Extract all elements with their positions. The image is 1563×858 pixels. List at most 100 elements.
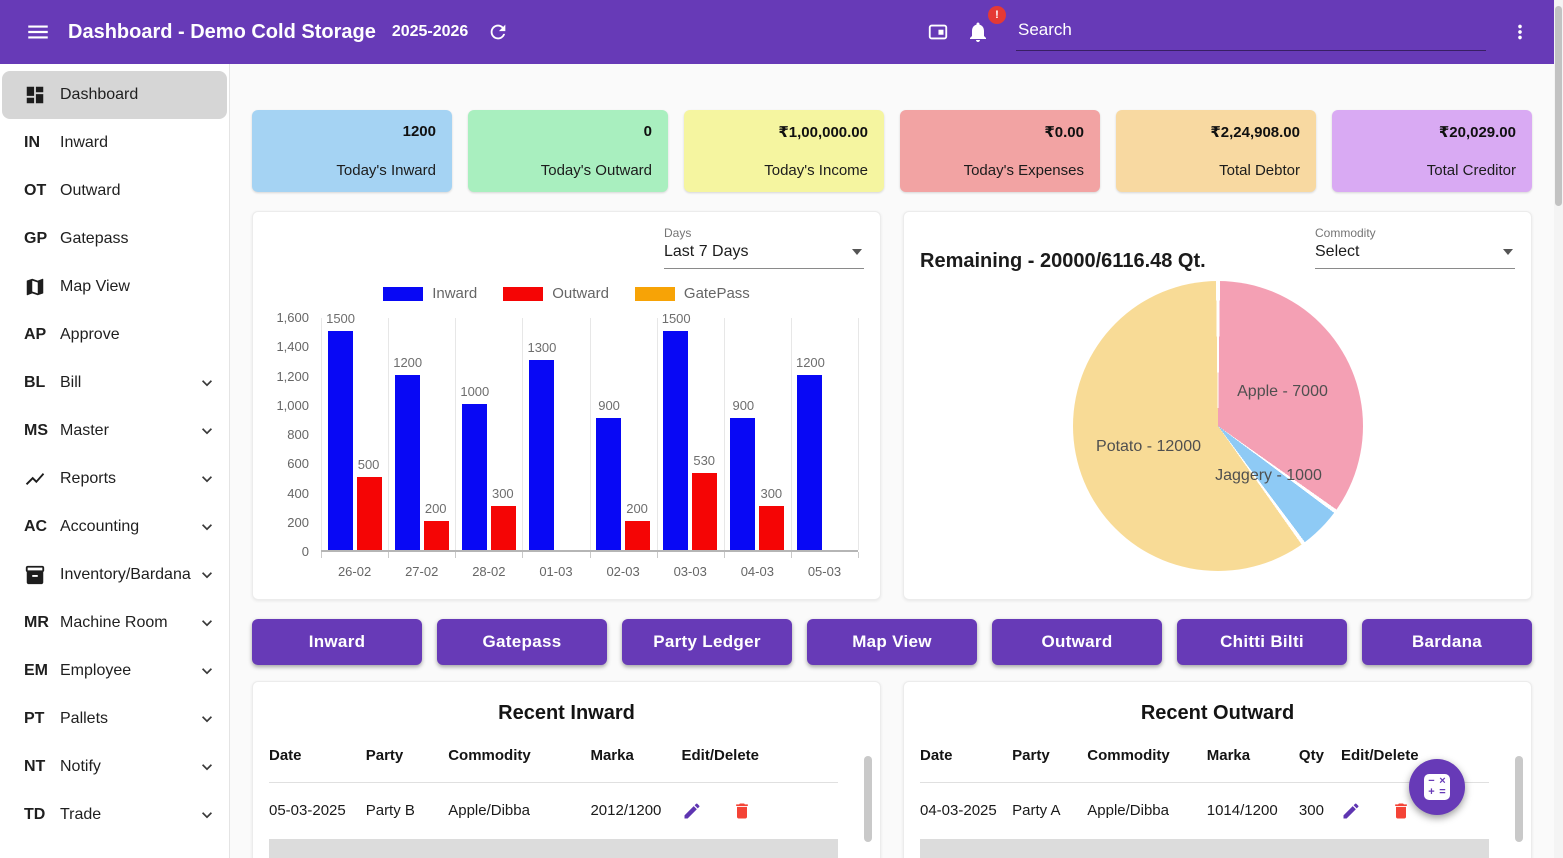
outward-bar: [759, 506, 785, 550]
x-axis-label: 02-03: [606, 564, 640, 579]
column-header: Marka: [590, 731, 682, 783]
app-header: Dashboard - Demo Cold Storage 2025-2026 …: [0, 0, 1554, 64]
calculator-fab[interactable]: − × + =: [1409, 759, 1465, 815]
chevron-down-icon: [197, 517, 217, 537]
recent-inward-panel: Recent Inward Date Party Commodity Marka Edi…: [252, 681, 881, 858]
sidebar-item-map-view[interactable]: Map View: [0, 263, 229, 311]
y-axis-tick: 400: [287, 485, 309, 501]
pie-chart-panel: Remaining - 20000/6116.48 Qt. Commodity …: [903, 211, 1532, 600]
sidebar-item-abbr: EM: [24, 662, 48, 679]
inward-bar: [797, 374, 823, 550]
sidebar-item-dashboard[interactable]: Dashboard: [2, 71, 227, 119]
days-dropdown-label: Days: [664, 226, 692, 240]
column-header: Date: [269, 731, 366, 783]
chevron-down-icon: [1503, 249, 1513, 255]
card-value: 0: [643, 123, 652, 140]
sidebar-item-machine-room[interactable]: MR Machine Room: [0, 599, 229, 647]
column-header: Edit/Delete: [681, 731, 838, 783]
notifications-bell-icon[interactable]: !: [958, 6, 1006, 52]
sidebar-item-abbr: GP: [24, 230, 48, 247]
legend-item-inward[interactable]: Inward: [383, 285, 477, 302]
chevron-down-icon: [197, 373, 217, 393]
sidebar-item-pallets[interactable]: PT Pallets: [0, 695, 229, 743]
refresh-icon[interactable]: [478, 12, 518, 52]
card-value: ₹20,029.00: [1438, 124, 1516, 141]
sidebar-item-employee[interactable]: EM Employee: [0, 647, 229, 695]
sidebar-item-abbr: TD: [24, 806, 46, 823]
commodity-dropdown[interactable]: Commodity Select: [1315, 226, 1515, 269]
gatepass-button[interactable]: Gatepass: [437, 619, 607, 665]
main-content: 1200 Today's Inward 0 Today's Outward ₹1,00,…: [230, 64, 1554, 858]
pie-slice-label: Potato - 12000: [1096, 438, 1201, 455]
sidebar-item-label: Pallets: [60, 710, 109, 727]
sidebar-item-outward[interactable]: OT Outward: [0, 167, 229, 215]
party-ledger-button[interactable]: Party Ledger: [622, 619, 792, 665]
delete-icon[interactable]: [1391, 801, 1411, 821]
bar-chart-legend: Inward Outward GatePass: [269, 285, 864, 302]
sidebar: Dashboard IN Inward OT Outward GP Gatepass Map …: [0, 64, 230, 858]
sidebar-item-label: Map View: [60, 278, 130, 295]
card-value: ₹2,24,908.00: [1210, 124, 1300, 141]
x-axis-label: 01-03: [539, 564, 573, 579]
legend-item-gatepass[interactable]: GatePass: [634, 285, 750, 302]
sidebar-item-trade[interactable]: TD Trade: [0, 791, 229, 839]
sidebar-item-inventory-bardana[interactable]: Inventory/Bardana: [0, 551, 229, 599]
legend-item-outward[interactable]: Outward: [503, 285, 609, 302]
card-label: Today's Income: [764, 162, 868, 179]
delete-icon[interactable]: [732, 801, 752, 821]
bar-value-label: 200: [424, 500, 447, 516]
table-cell: Apple/Dibba: [1087, 802, 1169, 820]
commodity-dropdown-label: Commodity: [1315, 226, 1376, 240]
table-cell: 05-03-2025: [269, 802, 346, 820]
sidebar-item-label: Dashboard: [60, 86, 139, 103]
card-value: ₹1,00,000.00: [778, 124, 868, 141]
card-icon[interactable]: [918, 12, 958, 52]
chitti-bilti-button[interactable]: Chitti Bilti: [1177, 619, 1347, 665]
search-input[interactable]: [1016, 13, 1486, 51]
outward-bar: [356, 476, 382, 550]
legend-label: Outward: [552, 285, 609, 302]
hamburger-menu-icon[interactable]: [18, 12, 58, 52]
kebab-menu-icon[interactable]: [1500, 12, 1540, 52]
table-row-partial: [269, 838, 838, 858]
edit-icon[interactable]: [1341, 801, 1361, 821]
chevron-down-icon: [197, 421, 217, 441]
inward-button[interactable]: Inward: [252, 619, 422, 665]
recent-inward-table: Date Party Commodity Marka Edit/Delete 05-03-…: [269, 731, 838, 839]
bardana-button[interactable]: Bardana: [1362, 619, 1532, 665]
recent-outward-title: Recent Outward: [1140, 702, 1295, 724]
days-dropdown[interactable]: Days Last 7 Days: [664, 226, 864, 269]
card-value: ₹0.00: [1044, 124, 1084, 141]
sidebar-item-master[interactable]: MS Master: [0, 407, 229, 455]
y-axis-tick: 800: [287, 427, 309, 442]
summary-card-total-debtor: ₹2,24,908.00 Total Debtor: [1116, 110, 1316, 192]
pie-slice-label: Apple - 7000: [1237, 383, 1328, 400]
y-axis-tick: 1,200: [276, 368, 309, 384]
table-scrollbar[interactable]: [1515, 756, 1523, 842]
map-view-button[interactable]: Map View: [807, 619, 977, 665]
column-header: Marka: [1206, 731, 1299, 783]
sidebar-item-abbr: MR: [24, 614, 49, 631]
sidebar-item-notify[interactable]: NT Notify: [0, 743, 229, 791]
outward-button[interactable]: Outward: [992, 619, 1162, 665]
sidebar-item-accounting[interactable]: AC Accounting: [0, 503, 229, 551]
table-row: 04-03-2025 Party A Apple/Dibba 1014/1200 300: [920, 783, 1489, 839]
financial-year[interactable]: 2025-2026: [391, 23, 469, 40]
sidebar-item-label: Employee: [60, 662, 132, 679]
page-scrollbar-thumb[interactable]: [1555, 6, 1562, 206]
card-label: Total Creditor: [1426, 162, 1516, 179]
column-header: Party: [1012, 731, 1088, 783]
sidebar-item-gatepass[interactable]: GP Gatepass: [0, 215, 229, 263]
legend-color-box: [634, 286, 675, 301]
sidebar-item-abbr: IN: [24, 134, 40, 151]
sidebar-item-label: Accounting: [60, 518, 140, 535]
edit-icon[interactable]: [682, 801, 702, 821]
sidebar-item-approve[interactable]: AP Approve: [0, 311, 229, 359]
table-scrollbar[interactable]: [864, 756, 872, 842]
sidebar-item-label: Bill: [60, 374, 82, 391]
sidebar-item-reports[interactable]: Reports: [0, 455, 229, 503]
bar-chart-y-axis: 0 200 400 600 800 1,000 1,200 1,400 1,600: [269, 310, 315, 559]
sidebar-item-inward[interactable]: IN Inward: [0, 119, 229, 167]
y-axis-tick: 1,400: [276, 339, 309, 355]
sidebar-item-bill[interactable]: BL Bill: [0, 359, 229, 407]
